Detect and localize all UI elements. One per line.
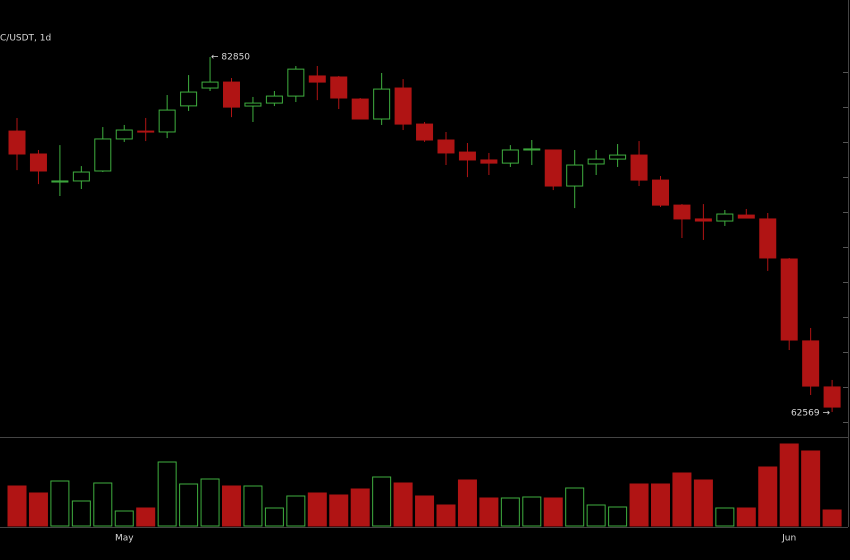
- candle-body: [351, 98, 369, 120]
- candle-body: [201, 81, 219, 89]
- candle-body: [737, 214, 755, 219]
- candle-body: [587, 158, 605, 165]
- candle-body: [373, 88, 391, 120]
- volume-bar: [307, 492, 327, 527]
- volume-bar: [200, 478, 220, 527]
- volume-bar: [672, 472, 692, 527]
- volume-bar: [372, 476, 392, 527]
- volume-bar: [543, 497, 563, 527]
- volume-bar: [415, 495, 435, 527]
- candle-body: [480, 159, 498, 164]
- candle-body: [287, 68, 305, 97]
- candle-body: [802, 340, 820, 387]
- volume-bar: [608, 506, 628, 527]
- candle-body: [716, 213, 734, 222]
- volume-bar: [286, 495, 306, 527]
- candle-body: [137, 130, 155, 133]
- volume-bar: [157, 461, 177, 527]
- volume-bar: [7, 485, 27, 527]
- candle-body: [244, 102, 262, 107]
- volume-bar: [629, 483, 649, 527]
- candle-body: [652, 179, 669, 206]
- volume-bar: [329, 494, 349, 527]
- volume-bar: [50, 480, 70, 527]
- chart-title: C/USDT, 1d: [0, 34, 51, 44]
- volume-bar: [264, 507, 284, 527]
- candle-body: [223, 81, 240, 108]
- low-annotation: 62569 →: [791, 409, 830, 419]
- candle-body: [544, 149, 562, 187]
- candle-body: [566, 164, 584, 187]
- volume-bar: [179, 483, 199, 527]
- volume-bar: [565, 487, 585, 527]
- volume-bar: [350, 488, 370, 527]
- x-tick-label: May: [115, 534, 134, 544]
- candle-body: [180, 91, 198, 107]
- volume-bar: [651, 483, 670, 527]
- candle-body: [759, 218, 777, 259]
- volume-bar: [779, 443, 799, 527]
- candle-body: [673, 204, 691, 220]
- volume-bar: [522, 496, 542, 527]
- volume-bar: [715, 507, 735, 527]
- candle-body: [501, 149, 519, 164]
- x-tick-label: Jun: [781, 534, 796, 544]
- volume-bar: [71, 500, 91, 527]
- volume-bar: [457, 479, 477, 527]
- candle-body: [8, 130, 26, 155]
- candle-body: [780, 258, 798, 341]
- candle-body: [158, 109, 176, 133]
- volume-bar: [243, 485, 263, 527]
- volume-bar: [436, 504, 456, 527]
- candle-body: [308, 75, 326, 83]
- candle-body: [609, 154, 627, 160]
- candle-body: [823, 386, 841, 408]
- volume-bar: [586, 504, 606, 527]
- volume-bar: [500, 497, 520, 527]
- candle-body: [72, 171, 90, 182]
- candle-body: [330, 76, 348, 99]
- volume-bar: [114, 510, 134, 527]
- volume-bar: [736, 507, 756, 527]
- candle-body: [265, 95, 283, 104]
- volume-bar: [93, 482, 113, 527]
- high-annotation: ← 82850: [211, 53, 250, 63]
- volume-bar: [479, 497, 499, 527]
- volume-bar: [136, 507, 156, 527]
- candle-body: [523, 148, 541, 151]
- volume-bar: [393, 482, 413, 527]
- candle-body: [416, 123, 434, 141]
- candle-body: [94, 138, 112, 172]
- candle-body: [458, 151, 476, 161]
- candle-body: [51, 180, 69, 183]
- candle-body: [29, 153, 47, 172]
- volume-bar: [801, 450, 821, 527]
- candle-body: [694, 218, 712, 222]
- candle-body: [394, 87, 412, 125]
- volume-bar: [28, 492, 48, 527]
- volume-bar: [822, 509, 842, 527]
- volume-bar: [222, 485, 241, 527]
- volume-bar: [758, 466, 778, 527]
- candle-body: [630, 154, 648, 181]
- candle-body: [437, 139, 455, 154]
- volume-bar: [693, 479, 713, 527]
- candle-body: [115, 129, 133, 140]
